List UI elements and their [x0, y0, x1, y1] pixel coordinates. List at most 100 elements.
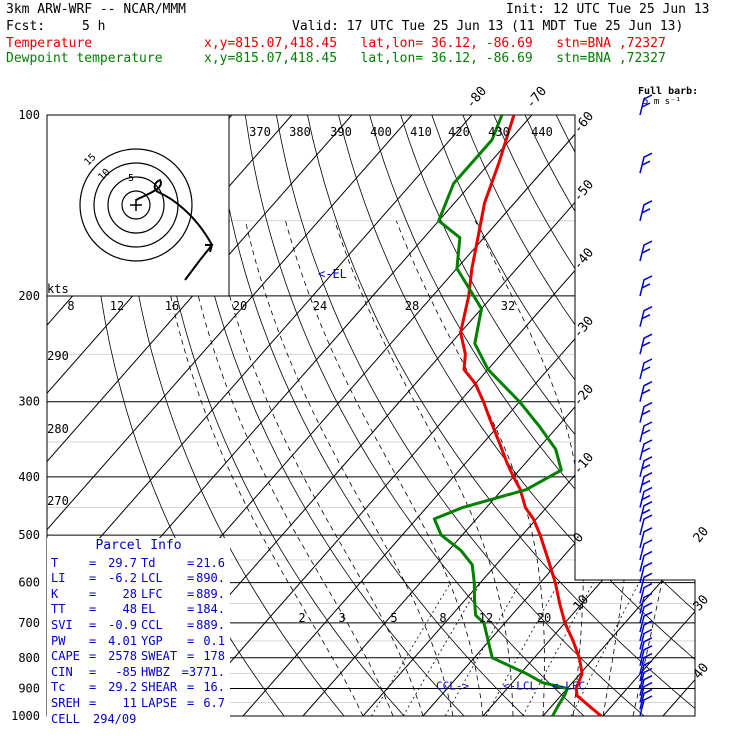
model-title: 3km ARW-WRF -- NCAR/MMM [6, 2, 187, 17]
equals-sign: = [89, 649, 97, 664]
theta-e-label: 280 [47, 422, 69, 436]
cell-label: CELL [51, 711, 80, 726]
parcel-row: K = 28 LFC = 889. [47, 587, 230, 603]
ccl-marker: CCL-> [436, 679, 469, 692]
pressure-tick-label: 800 [18, 651, 40, 665]
wind-barb [639, 456, 653, 477]
pressure-tick-label: 200 [18, 289, 40, 303]
moist-adiabat-line [211, 220, 424, 716]
parcel-param-value: 184. [196, 602, 225, 617]
equals-sign: = [187, 586, 195, 601]
wind-barb [639, 637, 653, 658]
cell-row: CELL 294/09 [47, 712, 230, 728]
pressure-tick-label: 500 [18, 528, 40, 542]
fcst-label: Fcst: [6, 19, 46, 34]
isotherm-line [602, 115, 695, 716]
parcel-param-label: T [51, 555, 59, 570]
moist-adiabat-line [474, 220, 584, 716]
equals-sign: = [187, 571, 195, 586]
parcel-param-value: 890. [196, 571, 225, 586]
speed-axis-label: 32 [501, 299, 515, 313]
parcel-param-label: LAPSE [141, 695, 178, 710]
parcel-param-label: HWBZ [141, 664, 170, 679]
wind-barb [639, 695, 653, 717]
barb-legend: Full barb: [638, 86, 698, 97]
parcel-param-label: TT [51, 602, 66, 617]
equals-sign: = [89, 555, 97, 570]
moist-adiabat-line [157, 220, 364, 716]
parcel-row: Tc = 29.2 SHEAR = 16. [47, 680, 230, 696]
dry-adiabat-line [431, 115, 695, 716]
wind-barb [639, 645, 653, 666]
equals-sign: = [89, 617, 97, 632]
equals-sign: = [187, 617, 195, 632]
wind-barb [639, 652, 653, 674]
hodograph-ring-label: 5 [128, 173, 134, 184]
parcel-param-label: LCL [141, 571, 163, 586]
wind-barb [639, 358, 653, 380]
parcel-param-label: LFC [141, 586, 163, 601]
equals-sign: = [187, 680, 195, 695]
wind-barb [639, 401, 653, 423]
parcel-row: PW = 4.01 YGP = 0.1 [47, 634, 230, 650]
equals-sign: = [181, 664, 189, 679]
equals-sign: = [187, 555, 195, 570]
speed-axis-label: 28 [405, 299, 419, 313]
parcel-param-value: 2578 [108, 649, 137, 664]
theta-label: 380 [289, 125, 311, 139]
temperature-tick-label: 40 [691, 661, 713, 683]
isotherm-line [47, 115, 353, 716]
equals-sign: = [89, 571, 97, 586]
mixing-ratio-line [485, 582, 560, 716]
equals-sign: = [187, 695, 195, 710]
parcel-row: CAPE = 2578 SWEAT = 178 [47, 649, 230, 665]
mixing-ratio-label: 5 [390, 611, 397, 625]
parcel-param-value: 178 [203, 649, 225, 664]
parcel-param-value: 21.6 [196, 555, 225, 570]
parcel-param-value: -85 [115, 664, 137, 679]
parcel-row: TT = 48 EL = 184. [47, 602, 230, 618]
wind-barb [639, 514, 653, 536]
speed-axis-label: 12 [110, 299, 124, 313]
isotherm-line [662, 115, 695, 716]
moist-adiabat-line [285, 220, 484, 716]
parcel-param-label: Tc [51, 680, 66, 695]
temperature-tick-label: 30 [691, 592, 713, 614]
isotherm-line [47, 115, 413, 716]
equals-sign: = [187, 649, 195, 664]
parcel-param-value: 889. [196, 586, 225, 601]
wind-barb [639, 562, 653, 583]
dry-adiabat-line [213, 115, 525, 716]
pressure-tick-label: 700 [18, 616, 40, 630]
equals-sign: = [89, 586, 97, 601]
equals-sign: = [89, 680, 97, 695]
pressure-tick-label: 400 [18, 470, 40, 484]
parcel-param-value: -0.9 [108, 617, 137, 632]
mixing-ratio-label: 20 [537, 611, 551, 625]
parcel-param-value: 48 [122, 602, 137, 617]
wind-barb [639, 602, 653, 624]
equals-sign: = [89, 602, 97, 617]
theta-label: 410 [410, 125, 432, 139]
hodograph-ring [121, 190, 151, 220]
moist-adiabat-line [334, 220, 514, 716]
dry-adiabat-line [555, 115, 695, 716]
theta-e-label: 290 [47, 349, 69, 363]
parcel-param-value: 16. [203, 680, 225, 695]
temperature-tick-label: -80 [463, 84, 490, 112]
theta-label: 440 [531, 125, 553, 139]
pressure-tick-label: 600 [18, 576, 40, 590]
theta-label: 430 [488, 125, 510, 139]
parcel-param-label: SVI [51, 617, 73, 632]
parcel-info-box: Parcel Info T = 29.7 Td = 21.6 LI = -6.2 LCL = 890.… [47, 538, 230, 738]
wind-barb [639, 240, 653, 262]
wind-barb [639, 681, 653, 703]
moist-adiabat-line [245, 220, 454, 716]
cell-value: 294/09 [93, 711, 137, 726]
wind-barb [639, 572, 653, 594]
wind-barb [639, 421, 653, 443]
wind-barb [639, 628, 653, 650]
mixing-ratio-label: 12 [479, 611, 493, 625]
wind-barb [639, 539, 653, 561]
hodograph-ring [107, 176, 165, 234]
